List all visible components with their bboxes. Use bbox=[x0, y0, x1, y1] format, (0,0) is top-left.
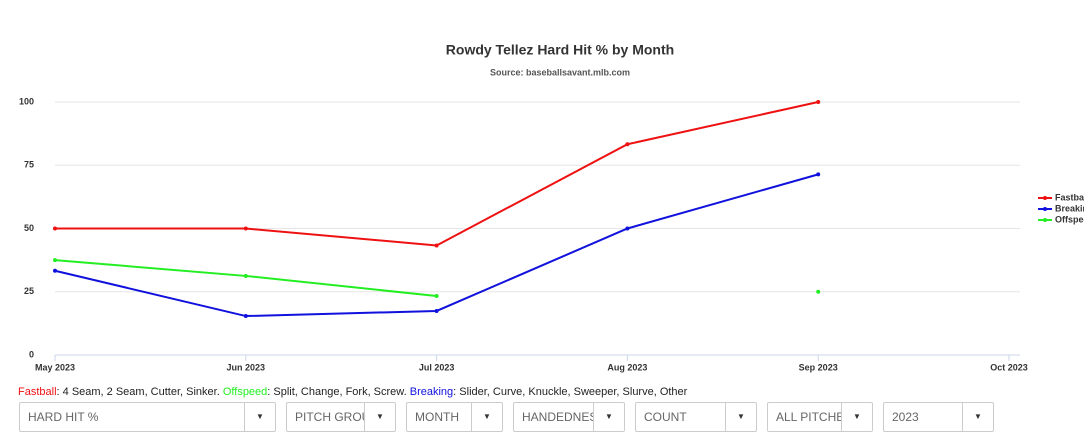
note-text: : Split, Change, Fork, Screw. bbox=[267, 386, 407, 398]
point bbox=[816, 100, 821, 104]
y-tick-label: 0 bbox=[29, 349, 34, 359]
dropdown[interactable]: HARD HIT % ▼ bbox=[19, 402, 276, 432]
legend-marker bbox=[1043, 196, 1047, 200]
point bbox=[434, 308, 439, 313]
dropdown[interactable]: COUNT ▼ bbox=[635, 402, 757, 432]
legend-label: Breaking bbox=[1055, 203, 1084, 213]
point bbox=[816, 172, 821, 177]
chart-title: Rowdy Tellez Hard Hit % by Month bbox=[446, 42, 674, 58]
point bbox=[434, 294, 439, 299]
dropdown[interactable]: ALL PITCHES▼ bbox=[767, 402, 873, 432]
dropdown-arrow[interactable]: ▼ bbox=[244, 403, 275, 431]
x-tick-label: Jun 2023 bbox=[227, 362, 266, 372]
dropdown-label: COUNT bbox=[644, 410, 687, 424]
dropdown-label: PITCH GROUP bbox=[295, 410, 364, 424]
point bbox=[243, 273, 248, 278]
dropdown-arrow[interactable]: ▼ bbox=[725, 403, 756, 431]
dropdown-label: ALL PITCHES bbox=[776, 410, 841, 424]
point bbox=[625, 226, 630, 231]
dropdown-label: MONTH bbox=[415, 410, 459, 424]
series-line bbox=[55, 101, 819, 247]
y-tick-label: 75 bbox=[24, 160, 34, 170]
dropdown-arrow[interactable]: ▼ bbox=[962, 403, 993, 431]
point bbox=[243, 314, 248, 319]
note-text: : 4 Seam, 2 Seam, Cutter, Sinker. bbox=[56, 386, 220, 398]
series-line bbox=[54, 259, 437, 298]
dropdown[interactable]: 2023 ▼ bbox=[883, 402, 994, 432]
dropdown-arrow[interactable]: ▼ bbox=[841, 403, 872, 431]
dropdown-label: HARD HIT % bbox=[28, 410, 99, 424]
dropdown-arrow[interactable]: ▼ bbox=[364, 403, 395, 431]
note-label: Offspeed bbox=[222, 386, 268, 398]
dropdown-arrow[interactable]: ▼ bbox=[593, 403, 624, 431]
note-label: Fastball bbox=[18, 386, 57, 398]
chart-subtitle: Source: baseballsavant.mlb.com bbox=[490, 67, 630, 77]
dropdown-label: HANDEDNESS bbox=[522, 410, 593, 424]
y-tick-label: 50 bbox=[24, 223, 34, 233]
point bbox=[625, 142, 630, 147]
y-tick-label: 100 bbox=[19, 96, 34, 106]
legend-label: Fastball bbox=[1055, 192, 1084, 202]
controls: HARD HIT %▼PITCH GROUP▼MONTH▼HANDEDNESS▼… bbox=[19, 402, 1004, 432]
dropdown[interactable]: HANDEDNESS▼ bbox=[513, 402, 625, 432]
x-tick-label: Oct 2023 bbox=[990, 362, 1028, 372]
dropdown-label: 2023 bbox=[892, 410, 919, 424]
x-tick-label: May 2023 bbox=[35, 362, 75, 372]
point bbox=[53, 268, 57, 273]
point bbox=[816, 289, 821, 294]
note-label: Breaking bbox=[409, 386, 454, 398]
dropdown[interactable]: PITCH GROUP▼ bbox=[286, 402, 396, 432]
note-text: : Slider, Curve, Knuckle, Sweeper, Slurv… bbox=[453, 386, 688, 398]
pitch-group-note: Fastball: 4 Seam, 2 Seam, Cutter, Sinker… bbox=[18, 386, 687, 398]
legend-marker bbox=[1043, 218, 1047, 222]
legend-label: Offspeed bbox=[1055, 214, 1084, 224]
x-tick-label: Sep 2023 bbox=[799, 362, 838, 372]
point bbox=[53, 226, 57, 231]
point bbox=[53, 258, 57, 263]
dropdown[interactable]: MONTH ▼ bbox=[406, 402, 503, 432]
dropdown-arrow[interactable]: ▼ bbox=[471, 403, 502, 431]
legend-marker bbox=[1043, 207, 1047, 211]
point bbox=[434, 243, 439, 248]
chart: Rowdy Tellez Hard Hit % by Month Source:… bbox=[19, 42, 1084, 373]
y-tick-label: 25 bbox=[24, 286, 34, 296]
x-tick-label: Jul 2023 bbox=[419, 362, 455, 372]
point bbox=[243, 226, 248, 231]
x-tick-label: Aug 2023 bbox=[607, 362, 647, 372]
